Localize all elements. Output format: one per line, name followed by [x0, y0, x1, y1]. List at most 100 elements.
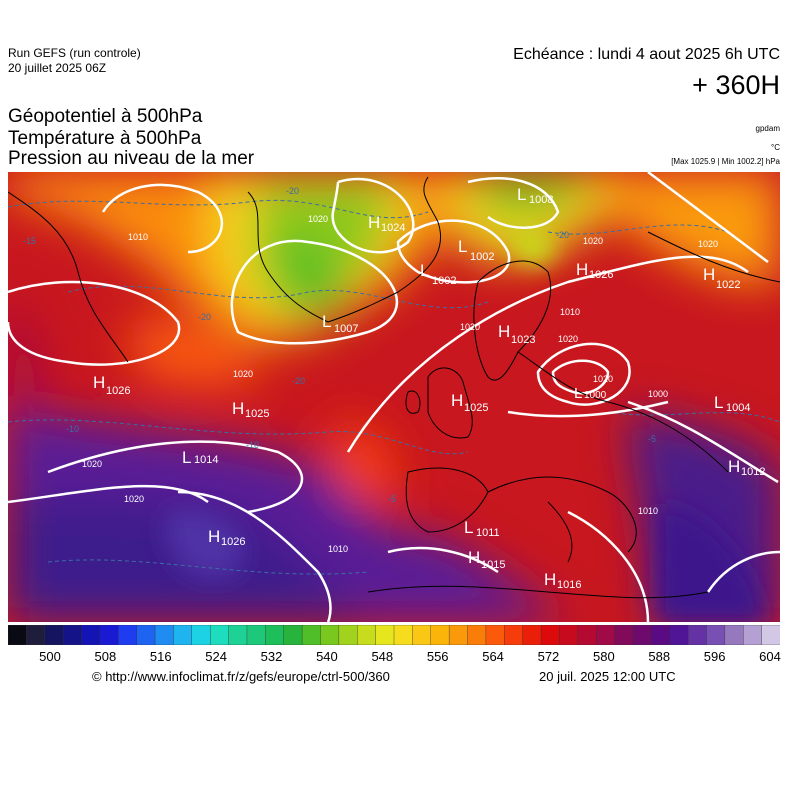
svg-text:1022: 1022 — [716, 279, 740, 291]
svg-text:H: H — [498, 322, 510, 341]
svg-text:1026: 1026 — [106, 385, 130, 397]
svg-text:1020: 1020 — [233, 369, 253, 379]
color-swatch — [357, 625, 377, 645]
svg-text:L: L — [574, 385, 582, 402]
svg-text:1020: 1020 — [308, 214, 328, 224]
svg-text:1007: 1007 — [334, 323, 358, 335]
svg-text:1012: 1012 — [741, 466, 765, 478]
isobar-labels: 1010 1020 1020 1020 1020 1010 1020 1020 … — [82, 214, 718, 554]
color-swatch — [706, 625, 726, 645]
color-scale-tick-label: 516 — [149, 649, 172, 664]
svg-text:1014: 1014 — [194, 454, 218, 466]
color-swatch — [26, 625, 46, 645]
run-name: Run GEFS (run controle) — [8, 46, 141, 60]
svg-text:H: H — [208, 527, 220, 546]
svg-text:L: L — [714, 393, 723, 412]
svg-text:1000: 1000 — [584, 390, 607, 401]
color-swatch — [669, 625, 689, 645]
color-swatch — [614, 625, 634, 645]
svg-text:L: L — [458, 237, 467, 256]
svg-text:1026: 1026 — [589, 269, 613, 281]
color-swatch — [595, 625, 616, 645]
coastlines — [8, 176, 780, 599]
high-center: H 1012 — [728, 457, 765, 478]
color-swatch — [412, 625, 432, 645]
svg-text:1024: 1024 — [381, 222, 405, 234]
svg-text:L: L — [517, 185, 526, 204]
color-swatch — [761, 625, 780, 645]
parameter-geopotential: Géopotentiel à 500hPa — [8, 106, 203, 127]
forecast-valid-time: Echéance : lundi 4 aout 2025 6h UTC — [513, 46, 780, 63]
svg-text:H: H — [576, 260, 588, 279]
run-timestamp: 20 juil. 2025 12:00 UTC — [539, 669, 676, 684]
color-swatch — [467, 625, 487, 645]
color-scale-tick-label: 596 — [703, 649, 726, 664]
color-scale-tick-label: 572 — [537, 649, 560, 664]
color-swatch — [559, 625, 579, 645]
high-center: H 1026 — [208, 527, 245, 548]
color-swatch — [522, 625, 542, 645]
svg-text:1020: 1020 — [82, 459, 102, 469]
color-swatch — [430, 625, 450, 645]
low-center: L 1007 — [322, 312, 358, 335]
svg-text:H: H — [451, 391, 463, 410]
color-swatch — [338, 625, 358, 645]
svg-text:-10: -10 — [246, 440, 259, 450]
svg-text:1004: 1004 — [726, 402, 750, 414]
high-center: H 1015 — [468, 548, 505, 571]
color-swatch — [393, 625, 414, 645]
color-swatch — [687, 625, 708, 645]
svg-text:-20: -20 — [292, 376, 305, 386]
color-scale-tick-label: 548 — [371, 649, 394, 664]
high-center: H 1026 — [576, 260, 613, 281]
low-center: L 1000 — [574, 385, 607, 402]
svg-text:H: H — [93, 373, 105, 392]
svg-text:-20: -20 — [556, 230, 569, 240]
svg-text:-5: -5 — [648, 434, 656, 444]
low-center: L 1008 — [517, 185, 553, 206]
color-swatch — [228, 625, 248, 645]
high-center: H 1025 — [232, 399, 269, 420]
color-swatch — [504, 625, 524, 645]
color-swatch — [265, 625, 285, 645]
unit-geopotential: gpdam — [755, 124, 780, 133]
svg-text:1011: 1011 — [476, 527, 500, 539]
isotherm-labels: -20 -20 -20 -20 -15 -10 -10 -5 -5 — [23, 186, 656, 504]
color-swatch — [540, 625, 561, 645]
low-center: L 1011 — [464, 518, 500, 539]
svg-text:H: H — [468, 548, 480, 567]
svg-text:1000: 1000 — [648, 389, 668, 399]
svg-text:L: L — [322, 312, 331, 331]
color-swatch — [724, 625, 744, 645]
svg-text:1016: 1016 — [557, 579, 581, 591]
svg-text:1002: 1002 — [432, 275, 456, 287]
color-swatch — [246, 625, 267, 645]
color-swatch — [301, 625, 322, 645]
svg-text:H: H — [544, 570, 556, 589]
svg-text:1025: 1025 — [464, 402, 488, 414]
color-swatch — [320, 625, 340, 645]
color-scale-tick-label: 500 — [39, 649, 61, 664]
svg-text:H: H — [728, 457, 740, 476]
svg-text:H: H — [703, 265, 715, 284]
svg-text:1010: 1010 — [638, 506, 658, 516]
geopotential-field — [8, 172, 780, 622]
svg-text:1025: 1025 — [245, 408, 269, 420]
svg-text:1008: 1008 — [529, 194, 553, 206]
svg-text:1023: 1023 — [511, 334, 535, 346]
color-swatch — [375, 625, 395, 645]
svg-text:L: L — [464, 518, 473, 537]
parameter-pmsl: Pression au niveau de la mer — [8, 148, 255, 169]
isobars — [8, 172, 780, 622]
svg-text:L: L — [420, 261, 429, 280]
source-credit[interactable]: © http://www.infoclimat.fr/z/gefs/europe… — [92, 669, 390, 684]
color-swatch — [485, 625, 505, 645]
svg-text:1020: 1020 — [583, 236, 603, 246]
weather-map[interactable]: L 1008 H 1024 L 1002 L 1002 H 1026 H 1022 L 100… — [8, 172, 780, 622]
color-scale-tick-label: 508 — [94, 649, 117, 664]
svg-text:H: H — [368, 213, 380, 232]
color-swatch — [283, 625, 303, 645]
svg-text:1020: 1020 — [558, 334, 578, 344]
